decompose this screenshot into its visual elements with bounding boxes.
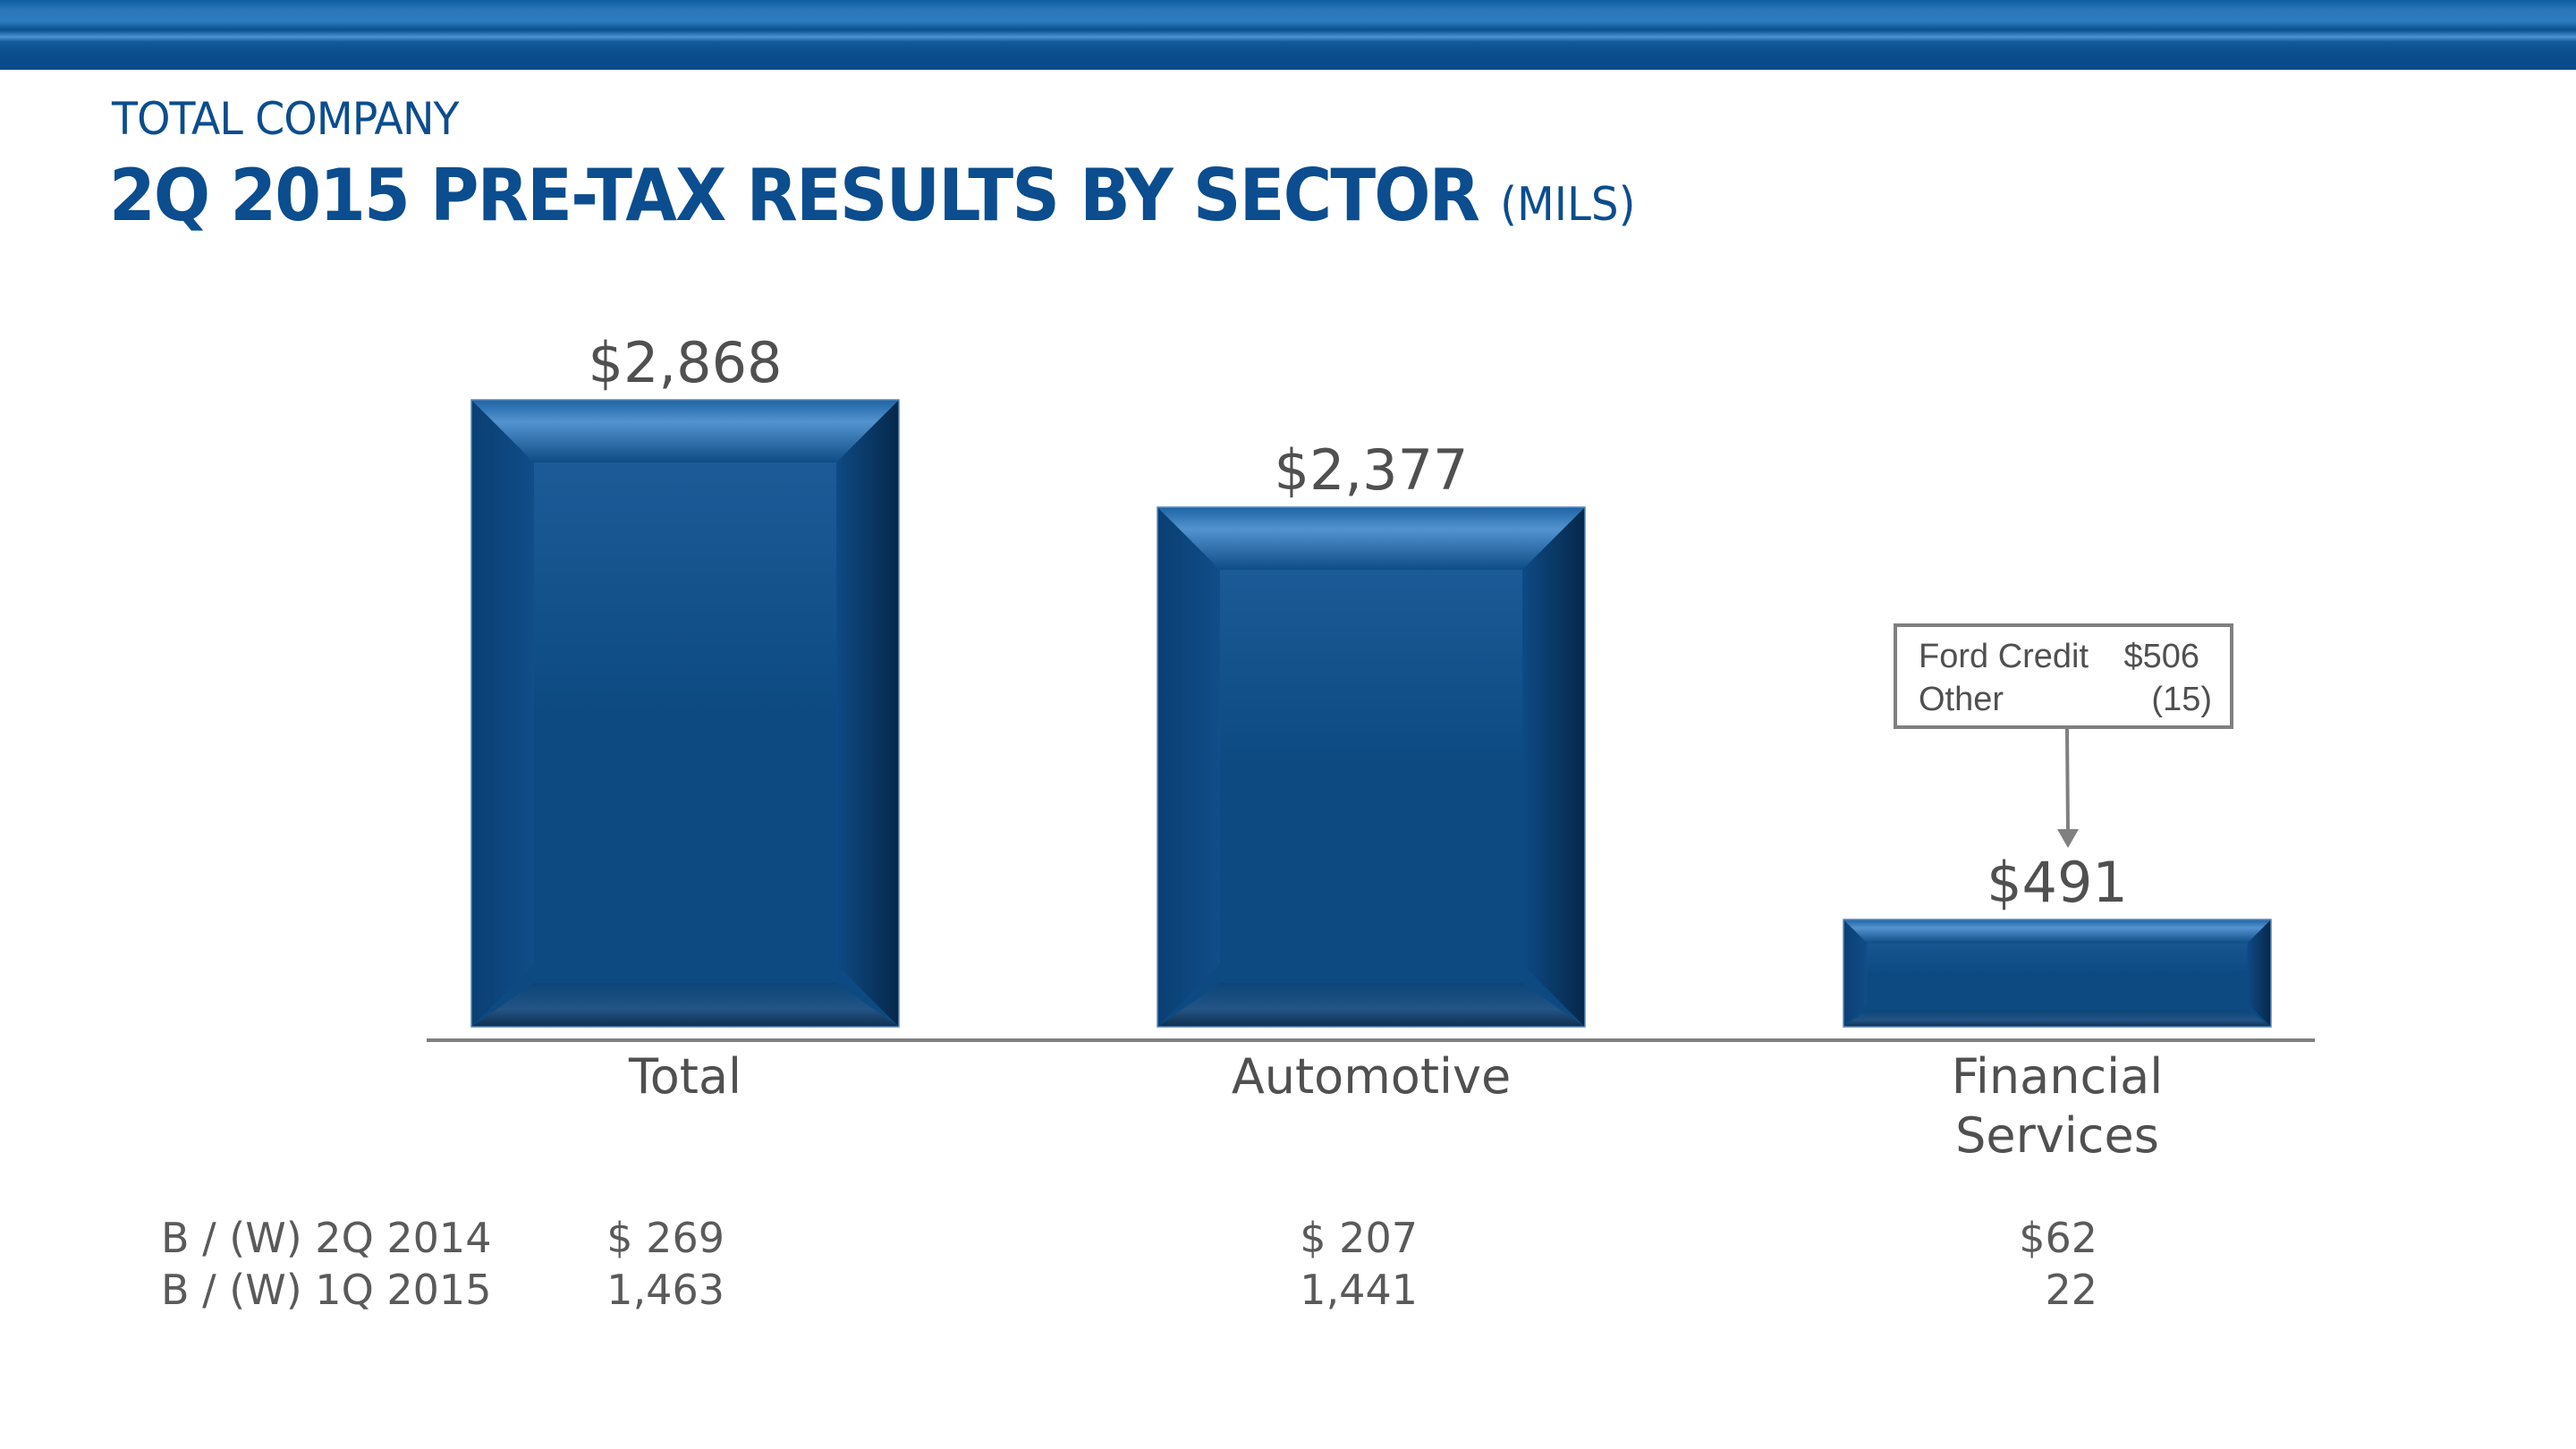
bar-value-label: $491 xyxy=(1987,850,2128,915)
callout-arrow-head xyxy=(2057,829,2079,848)
bar-bevel-bottom xyxy=(1157,983,1585,1027)
bar xyxy=(1843,919,2272,1028)
bar-bevel-right xyxy=(836,400,899,1027)
bars-group: $2,868 $2,377 $491 xyxy=(470,330,2272,1028)
comparison-value-financial-services: $62 xyxy=(2019,1214,2097,1262)
bar-bevel-top xyxy=(471,400,899,462)
comparison-value-automotive: 1,441 xyxy=(1300,1266,1418,1314)
bar-body xyxy=(1157,507,1585,1027)
callout-value: $506 xyxy=(2123,638,2199,675)
page-title: 2Q 2015 PRE-TAX RESULTS BY SECTOR (MILS) xyxy=(109,154,1635,237)
category-label: Financial xyxy=(1952,1048,2163,1105)
bar-bevel-right xyxy=(1522,507,1585,1027)
bar-outline xyxy=(1843,919,2272,1028)
bar-outline xyxy=(1157,506,1586,1028)
comparison-row-label: B / (W) 2Q 2014 xyxy=(161,1214,492,1262)
callout-arrow-line xyxy=(2065,728,2070,833)
title-unit: (MILS) xyxy=(1500,178,1636,232)
bar-value-label: $2,377 xyxy=(1275,437,1469,503)
title-text: 2Q 2015 PRE-TAX RESULTS BY SECTOR xyxy=(109,154,1480,237)
bar-bevel-top xyxy=(1843,919,2271,944)
bar-outline xyxy=(470,399,900,1028)
callout-label: Other xyxy=(1919,681,2004,718)
bar-body xyxy=(471,400,899,1027)
bar-bevel-left xyxy=(471,400,534,1027)
comparison-row-label: B / (W) 1Q 2015 xyxy=(161,1266,492,1314)
category-label: Services xyxy=(1955,1107,2159,1164)
bar-bevel-left xyxy=(1843,919,1868,1027)
callout-row: Other (15) xyxy=(1919,681,2212,722)
category-label: Total xyxy=(628,1048,741,1105)
bar xyxy=(470,399,900,1028)
header-band xyxy=(0,0,2576,70)
callout-label: Ford Credit xyxy=(1919,638,2089,675)
bar xyxy=(1157,506,1586,1028)
bar-bevel-left xyxy=(1157,507,1220,1027)
bar-value-label: $2,868 xyxy=(589,330,783,395)
callout-row: Ford Credit $506 xyxy=(1919,638,2212,679)
callout-box: Ford Credit $506 Other (15) xyxy=(1894,623,2233,729)
bar-bevel-bottom xyxy=(471,983,899,1027)
comparison-value-automotive: $ 207 xyxy=(1300,1214,1418,1262)
bar-bevel-right xyxy=(2247,919,2271,1027)
comparison-value-total: 1,463 xyxy=(606,1266,724,1314)
page-subtitle: TOTAL COMPANY xyxy=(112,93,460,145)
bar-bevel-bottom xyxy=(1843,1010,2271,1027)
comparison-value-total: $ 269 xyxy=(606,1214,724,1262)
comparison-value-financial-services: 22 xyxy=(2045,1266,2097,1314)
callout-value: (15) xyxy=(2151,681,2212,718)
bar-bevel-top xyxy=(1157,507,1585,571)
category-label: Automotive xyxy=(1232,1048,1511,1105)
